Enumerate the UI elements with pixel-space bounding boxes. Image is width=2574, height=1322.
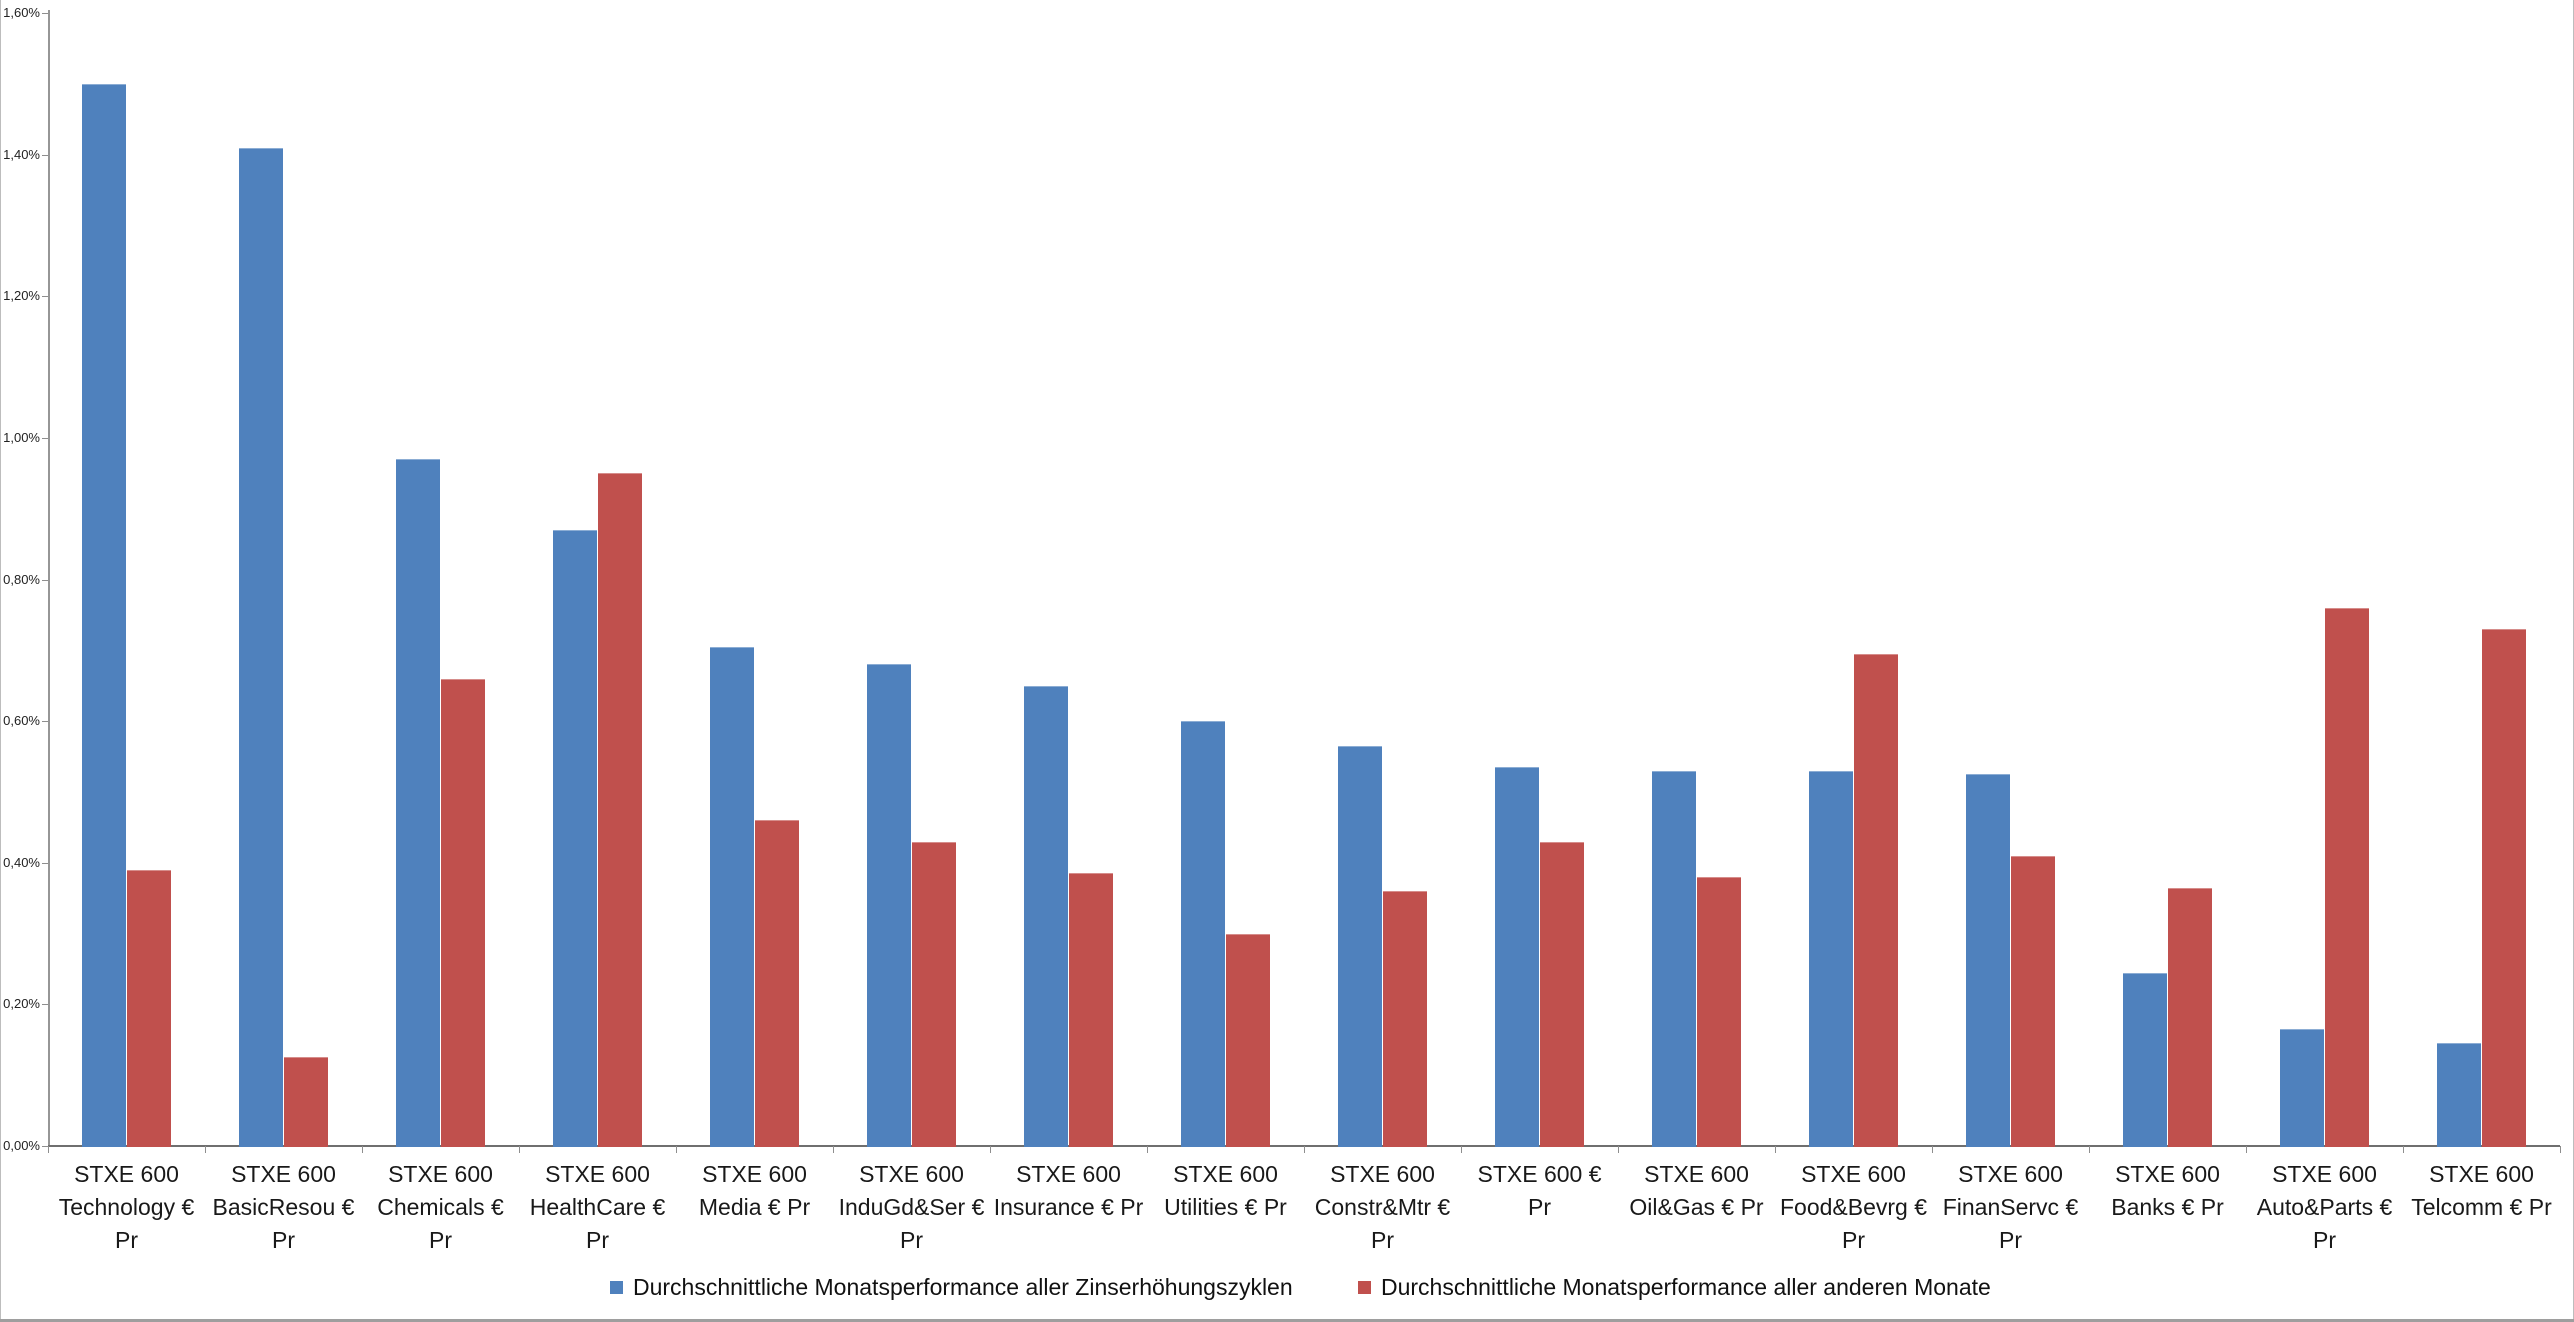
bar[interactable] [2123, 972, 2167, 1147]
bar[interactable] [1696, 876, 1741, 1147]
x-axis-category-label: STXE 600 Food&Bevrg € Pr [1779, 1161, 1928, 1253]
bar[interactable] [396, 459, 440, 1147]
x-axis-category-label: STXE 600 Auto&Parts € Pr [2256, 1161, 2393, 1253]
bar[interactable] [867, 664, 911, 1147]
bar[interactable] [597, 473, 642, 1147]
y-axis-tick [42, 296, 48, 298]
frame-border-bottom [0, 1319, 2574, 1322]
x-axis-tick [519, 1146, 520, 1153]
y-axis-line [48, 10, 50, 1146]
bar[interactable] [754, 820, 799, 1147]
x-axis-category-label: STXE 600 Technology € Pr [58, 1161, 195, 1253]
y-axis-tick-label: 1,60% [3, 5, 40, 20]
x-axis-tick [1147, 1146, 1148, 1153]
x-axis-category-label: STXE 600 Telcomm € Pr [2411, 1161, 2552, 1220]
x-axis-category-label: STXE 600 InduGd&Ser € Pr [838, 1161, 985, 1253]
x-axis-tick [2089, 1146, 2090, 1153]
legend-label-andere-monate: Durchschnittliche Monatsperformance alle… [1381, 1273, 1991, 1300]
bar[interactable] [1809, 770, 1853, 1147]
x-axis-category-label: STXE 600 HealthCare € Pr [529, 1161, 666, 1253]
x-axis-tick [2560, 1146, 2561, 1153]
bar[interactable] [1024, 685, 1068, 1147]
bar[interactable] [239, 147, 283, 1147]
y-axis-tick [42, 154, 48, 156]
y-axis-tick-label: 1,40% [3, 146, 40, 162]
x-axis-category-label: STXE 600 FinanServc € Pr [1942, 1161, 2079, 1253]
x-axis-category-label: STXE 600 Insurance € Pr [993, 1161, 1144, 1220]
x-axis-tick [2246, 1146, 2247, 1153]
x-axis-tick [1618, 1146, 1619, 1153]
y-axis-tick-label: 0,00% [3, 1138, 40, 1153]
legend-swatch-blue-icon [610, 1280, 623, 1294]
bar[interactable] [1181, 721, 1225, 1147]
bar[interactable] [2280, 1029, 2324, 1147]
y-axis-tick [42, 437, 48, 439]
y-axis-tick [42, 13, 48, 14]
x-axis-category-label: STXE 600 BasicResou € Pr [212, 1161, 355, 1253]
x-axis-category-label: STXE 600 € Pr [1477, 1161, 1602, 1220]
bar[interactable] [1966, 774, 2010, 1147]
x-axis-category-label: STXE 600 Utilities € Pr [1164, 1161, 1287, 1220]
y-axis-tick [42, 579, 48, 581]
y-axis-tick-label: 1,00% [3, 429, 40, 445]
y-axis-tick-label: 0,20% [3, 996, 40, 1012]
x-axis-category-label: STXE 600 Media € Pr [698, 1161, 811, 1220]
bar[interactable] [82, 83, 126, 1147]
frame-border-left [0, 0, 1, 1322]
y-axis-tick-label: 1,20% [3, 288, 40, 304]
bar[interactable] [710, 646, 754, 1147]
x-axis-category-label: STXE 600 Constr&Mtr € Pr [1314, 1161, 1451, 1253]
x-axis-category-label: STXE 600 Banks € Pr [2111, 1161, 2224, 1220]
x-axis-tick [362, 1146, 363, 1153]
bar[interactable] [1853, 653, 1898, 1147]
bar[interactable] [553, 529, 597, 1147]
legend-item-zinserhoehungszyklen[interactable]: Durchschnittliche Monatsperformance alle… [610, 1272, 1293, 1302]
bar[interactable] [1652, 770, 1696, 1147]
y-axis-tick [42, 862, 48, 864]
y-axis-tick-label: 0,80% [3, 571, 40, 587]
bar[interactable] [1495, 767, 1539, 1147]
legend-swatch-red-icon [1358, 1280, 1371, 1294]
y-axis-tick-label: 0,40% [3, 854, 40, 870]
legend-item-andere-monate[interactable]: Durchschnittliche Monatsperformance alle… [1358, 1272, 1991, 1302]
bar[interactable] [2010, 855, 2055, 1147]
x-axis-tick [833, 1146, 834, 1153]
bar[interactable] [283, 1057, 328, 1147]
x-axis-tick [48, 1146, 49, 1153]
bar[interactable] [1338, 745, 1382, 1147]
bar[interactable] [1539, 841, 1584, 1147]
y-axis-tick [42, 1146, 48, 1147]
bar[interactable] [1225, 933, 1270, 1147]
bar[interactable] [2324, 607, 2369, 1147]
x-axis-tick [205, 1146, 206, 1153]
x-axis-tick [1932, 1146, 1933, 1153]
bar[interactable] [1068, 873, 1113, 1147]
y-axis-tick [42, 721, 48, 723]
y-axis-tick-label: 0,60% [3, 713, 40, 729]
bar[interactable] [911, 841, 956, 1147]
x-axis-tick [990, 1146, 991, 1153]
x-axis-tick [676, 1146, 677, 1153]
x-axis-tick [2403, 1146, 2404, 1153]
x-axis-tick [1461, 1146, 1462, 1153]
x-axis-tick [1304, 1146, 1305, 1153]
bar[interactable] [2481, 629, 2526, 1147]
bar[interactable] [440, 678, 485, 1147]
y-axis-tick [42, 1004, 48, 1006]
bar[interactable] [2167, 887, 2212, 1147]
bar[interactable] [2437, 1043, 2481, 1147]
bar[interactable] [126, 869, 171, 1147]
x-axis-category-label: STXE 600 Chemicals € Pr [377, 1161, 504, 1253]
bar[interactable] [1382, 891, 1427, 1147]
legend-label-zinserhoehungszyklen: Durchschnittliche Monatsperformance alle… [633, 1273, 1293, 1300]
x-axis-tick [1775, 1146, 1776, 1153]
x-axis-category-label: STXE 600 Oil&Gas € Pr [1629, 1161, 1764, 1220]
